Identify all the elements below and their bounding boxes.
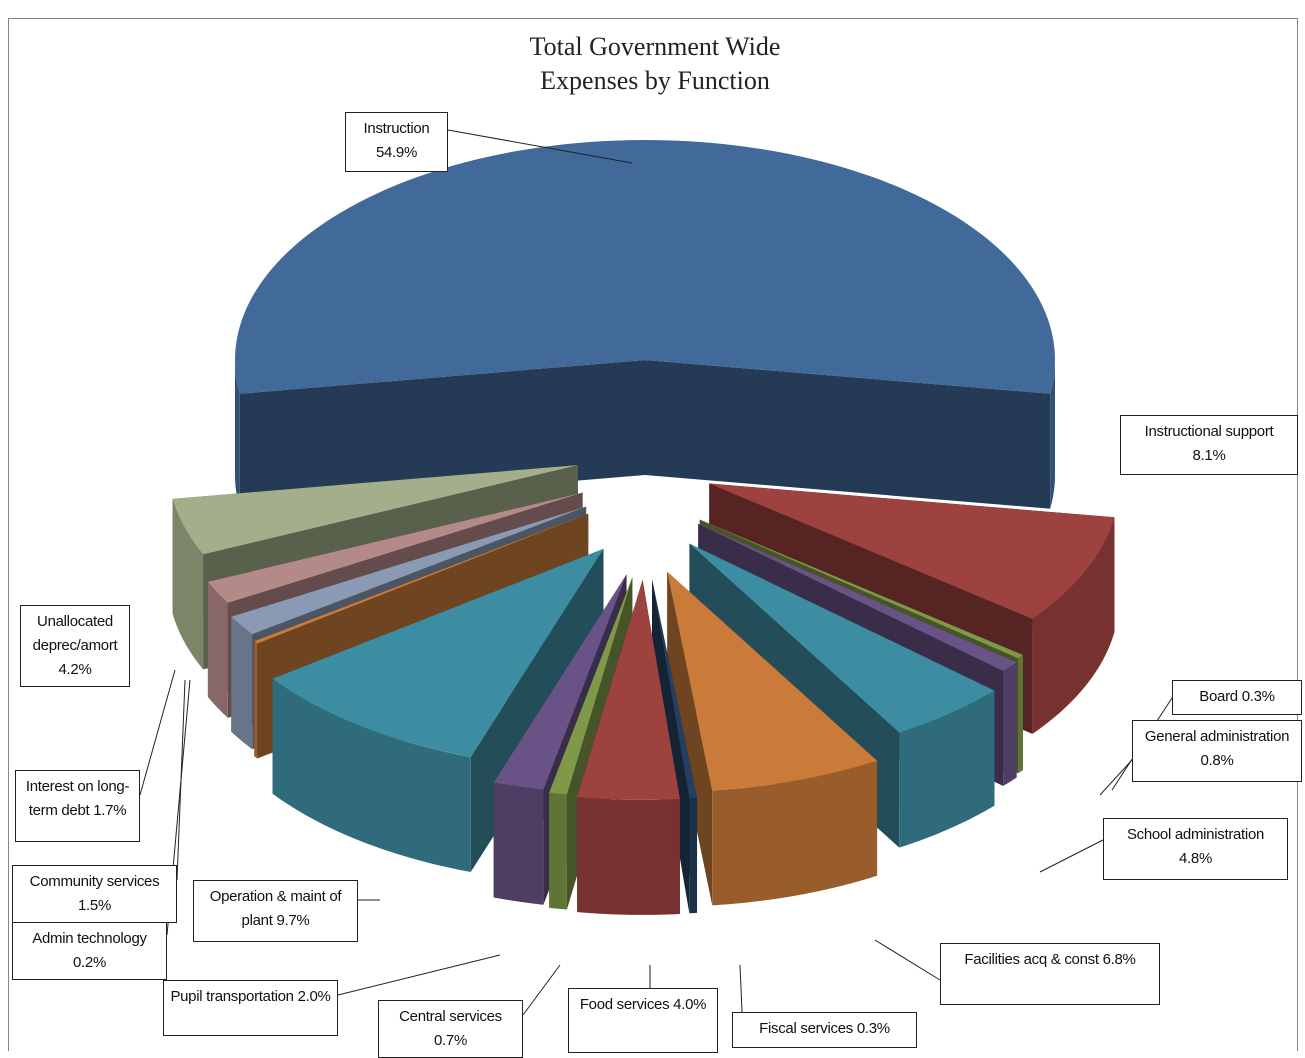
label-value: 4.0%: [673, 996, 707, 1013]
label-name: Central services: [399, 1008, 502, 1025]
data-label: Interest on long-term debt 1.7%: [15, 770, 140, 842]
slice-wall: [493, 782, 544, 905]
data-label: Food services 4.0%: [568, 988, 718, 1053]
data-label: Instruction 54.9%: [345, 112, 448, 172]
data-label: Unallocated deprec/amort 4.2%: [20, 605, 130, 687]
slice-wall: [235, 360, 240, 509]
slice-wall: [1032, 517, 1115, 734]
slice-top: [172, 465, 578, 555]
slice-wall: [689, 797, 698, 914]
slice-wall: [254, 641, 258, 759]
label-name: Instruction: [363, 120, 430, 137]
label-value: 6.8%: [1102, 951, 1136, 968]
label-value: 2.0%: [297, 988, 331, 1005]
chart-frame: [8, 18, 1298, 1051]
label-value: 0.7%: [434, 1032, 467, 1049]
leader-line: [337, 954, 501, 996]
leader-line: [139, 669, 176, 796]
slice-wall: [272, 678, 471, 872]
slice-top: [709, 483, 1115, 619]
leader-line: [176, 679, 186, 881]
label-name: Interest on long-term debt: [25, 778, 130, 819]
label-name: Food services: [579, 996, 670, 1013]
slice-top: [652, 579, 698, 799]
leader-line: [1099, 759, 1133, 796]
label-value: 8.1%: [1192, 447, 1226, 464]
slice-top: [231, 506, 587, 635]
data-label: Instructional support 8.1%: [1120, 415, 1298, 475]
data-label: School administration 4.8%: [1103, 818, 1288, 880]
label-value: 54.9%: [375, 144, 418, 161]
data-label: Board 0.3%: [1172, 680, 1302, 715]
slice-top: [577, 579, 680, 800]
data-label: Pupil transportation 2.0%: [163, 980, 338, 1036]
data-label: Central services 0.7%: [378, 1000, 523, 1058]
data-label: Facilities acq & const 6.8%: [940, 943, 1160, 1005]
label-name: Admin technology: [32, 930, 147, 947]
label-value: 0.3%: [856, 1020, 890, 1037]
slice-top: [254, 513, 589, 644]
data-label: Admin technology 0.2%: [12, 922, 167, 980]
slice-wall: [1050, 360, 1055, 509]
label-name: Facilities acq & const: [964, 951, 1099, 968]
label-name: Pupil transportation: [170, 988, 294, 1005]
label-value: 0.3%: [1241, 688, 1275, 705]
slice-wall: [712, 760, 878, 906]
slice-top: [699, 519, 1023, 659]
leader-line: [874, 939, 941, 981]
leader-line: [739, 964, 743, 1013]
slice-side: [667, 571, 713, 906]
slice-top: [698, 523, 1017, 671]
label-value: 0.8%: [1200, 752, 1234, 769]
data-label: Community services 1.5%: [12, 865, 177, 923]
label-value: 1.7%: [93, 802, 127, 819]
slice-side: [645, 360, 1051, 509]
label-name: General administration: [1144, 728, 1290, 745]
slice-wall: [1003, 662, 1017, 786]
slice-wall: [549, 792, 567, 910]
slice: [235, 140, 1055, 509]
label-value: 9.7%: [276, 912, 310, 929]
slice: [577, 579, 680, 915]
data-label: General administration 0.8%: [1132, 720, 1302, 782]
data-label: Fiscal services 0.3%: [732, 1012, 917, 1048]
leader-line: [1039, 839, 1104, 873]
label-name: School administration: [1126, 826, 1265, 843]
label-value: 1.5%: [78, 897, 111, 914]
leader-line: [447, 129, 633, 164]
label-name: Community services: [29, 873, 160, 890]
slice-top: [549, 577, 633, 795]
slice-wall: [899, 690, 995, 848]
label-value: 4.8%: [1179, 850, 1212, 867]
leader-line: [522, 964, 561, 1016]
data-label: Operation & maint of plant 9.7%: [193, 880, 358, 942]
label-name: Instructional support: [1144, 423, 1274, 440]
slice-side: [549, 577, 633, 908]
label-name: Unallocated deprec/amort: [32, 613, 118, 654]
label-value: 0.2%: [73, 954, 106, 971]
slice-wall: [207, 581, 228, 718]
slice-top: [689, 543, 995, 733]
label-name: Operation & maint of plant: [209, 888, 342, 929]
slice-wall: [172, 498, 204, 670]
slice-top: [235, 140, 1055, 394]
slice-top: [667, 571, 878, 791]
chart-title: Total Government Wide Expenses by Functi…: [529, 32, 781, 95]
slice-top: [493, 574, 627, 790]
slice-top: [207, 492, 583, 603]
label-name: Board: [1199, 688, 1238, 705]
label-name: Fiscal services: [759, 1020, 853, 1037]
slice-wall: [577, 797, 680, 915]
slice: [667, 571, 878, 906]
label-value: 4.2%: [58, 661, 92, 678]
slice-wall: [231, 616, 253, 750]
slice-wall: [1018, 655, 1023, 774]
slice-top: [272, 548, 604, 757]
